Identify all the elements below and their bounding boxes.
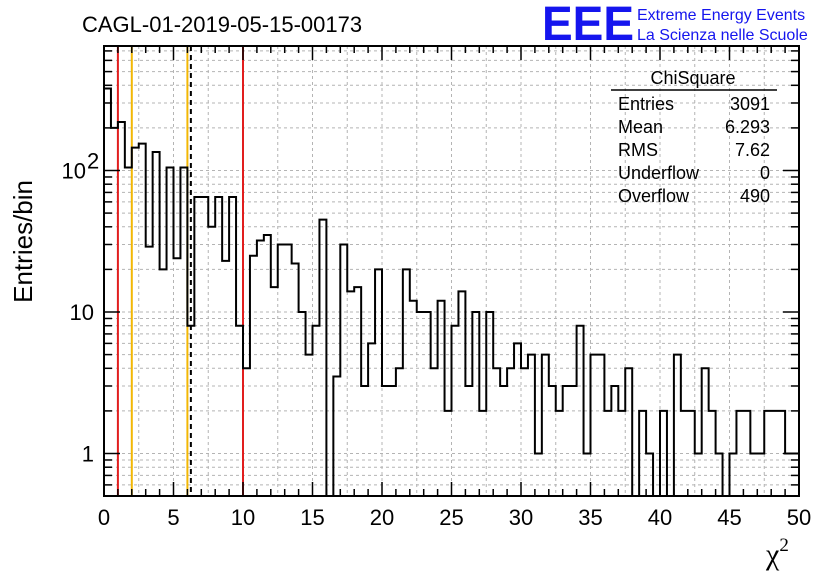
stats-label-overflow: Overflow (618, 186, 690, 206)
x-axis-label: χ2 (765, 535, 789, 571)
x-tick-label: 45 (717, 505, 741, 530)
stats-value-rms: 7.62 (735, 140, 770, 160)
y-tick-label: 10 (62, 159, 86, 184)
eee-logo-line1: Extreme Energy Events (637, 7, 805, 24)
y-tick-label: 10 (70, 300, 94, 325)
stats-value-entries: 3091 (730, 94, 770, 114)
x-tick-label: 50 (787, 505, 811, 530)
stats-value-underflow: 0 (760, 163, 770, 183)
y-tick-label: 1 (82, 442, 94, 467)
stats-value-overflow: 490 (740, 186, 770, 206)
x-tick-label: 40 (648, 505, 672, 530)
stats-value-mean: 6.293 (725, 117, 770, 137)
x-tick-label: 35 (578, 505, 602, 530)
stats-title: ChiSquare (650, 68, 735, 88)
x-axis-ticks: 0 5 10 15 20 25 30 35 40 45 50 (98, 46, 811, 530)
x-tick-label: 5 (167, 505, 179, 530)
stats-label-underflow: Underflow (618, 163, 700, 183)
y-tick-label-exponent: 2 (87, 149, 99, 174)
x-tick-label: 0 (98, 505, 110, 530)
eee-logo: EEE Extreme Energy Events La Scienza nel… (542, 0, 808, 51)
x-tick-label: 20 (370, 505, 394, 530)
x-axis-label-exponent: 2 (779, 535, 789, 556)
chart-title: CAGL-01-2019-05-15-00173 (82, 12, 362, 37)
x-axis-label-main: χ (765, 538, 780, 571)
cut-lines (116, 46, 244, 496)
eee-logo-mark: EEE (542, 0, 634, 51)
stats-box: ChiSquare Entries 3091 Mean 6.293 RMS 7.… (611, 68, 777, 206)
x-tick-label: 15 (300, 505, 324, 530)
x-tick-label: 10 (231, 505, 255, 530)
x-tick-label: 30 (509, 505, 533, 530)
stats-label-mean: Mean (618, 117, 663, 137)
y-axis-label: Entries/bin (8, 180, 38, 303)
x-tick-label: 25 (439, 505, 463, 530)
stats-label-entries: Entries (618, 94, 674, 114)
stats-label-rms: RMS (618, 140, 658, 160)
eee-logo-line2: La Scienza nelle Scuole (637, 27, 808, 44)
